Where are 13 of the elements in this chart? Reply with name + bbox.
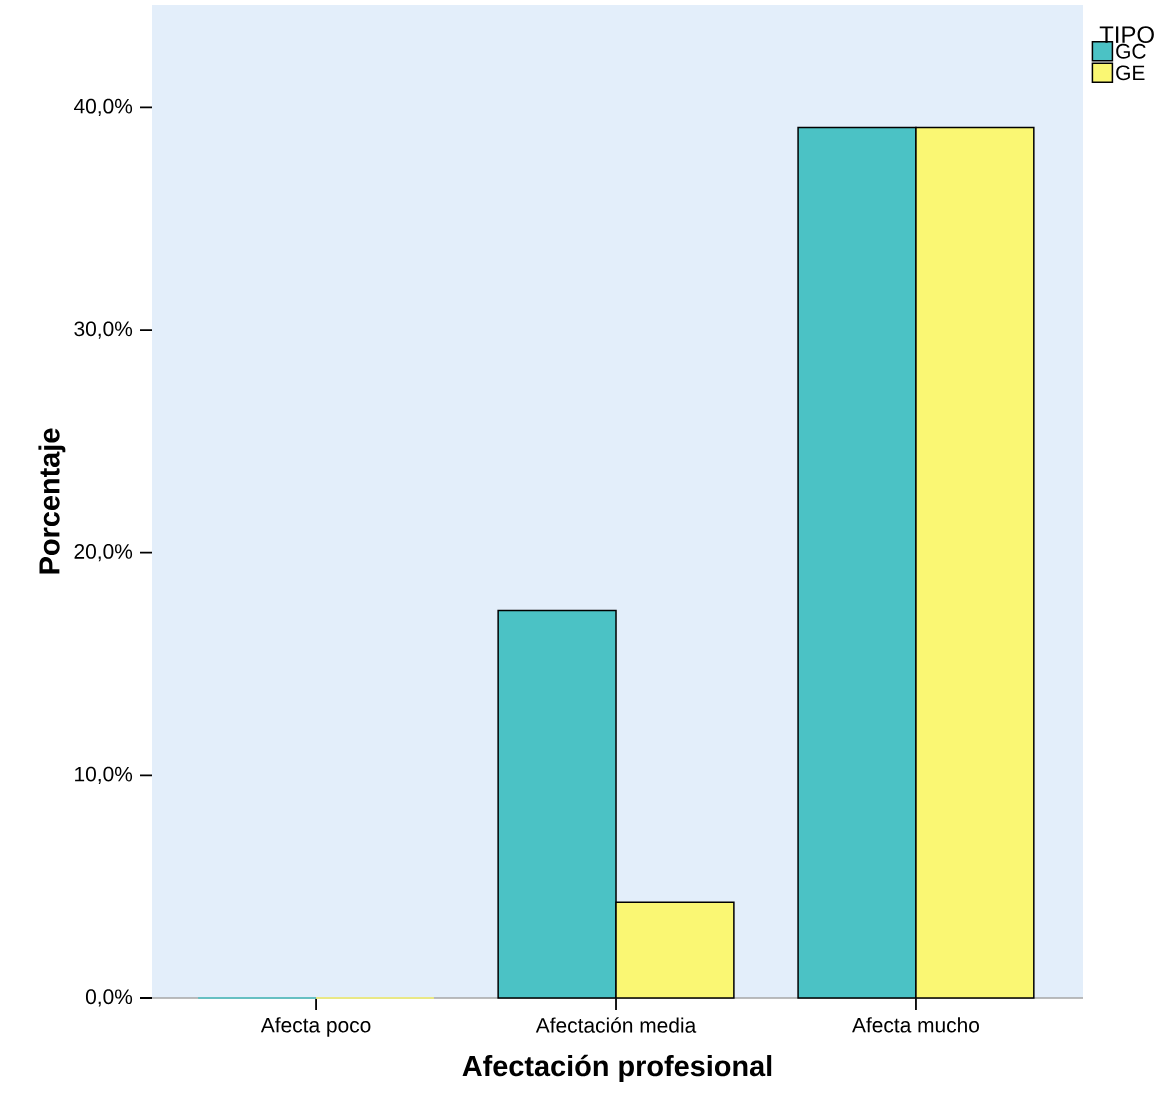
y-tick-label: 20,0% [74, 544, 133, 562]
y-tick-label: 30,0% [74, 321, 133, 339]
x-tick-label: Afecta mucho [852, 1017, 979, 1033]
y-tick-label: 40,0% [74, 98, 133, 117]
y-tick-label: 0,0% [85, 989, 133, 1007]
y-tick-label: 10,0% [75, 766, 133, 784]
legend-label: GC [1116, 43, 1146, 59]
y-axis-title: Porcentaje [38, 428, 66, 574]
x-axis-title: Afectación profesional [462, 1054, 772, 1082]
legend-label: GE [1116, 65, 1145, 81]
legend-title: TIPO [1099, 26, 1154, 44]
x-tick-label: Afectación media [535, 1017, 697, 1033]
x-tick-label: Afecta poco [260, 1017, 371, 1037]
